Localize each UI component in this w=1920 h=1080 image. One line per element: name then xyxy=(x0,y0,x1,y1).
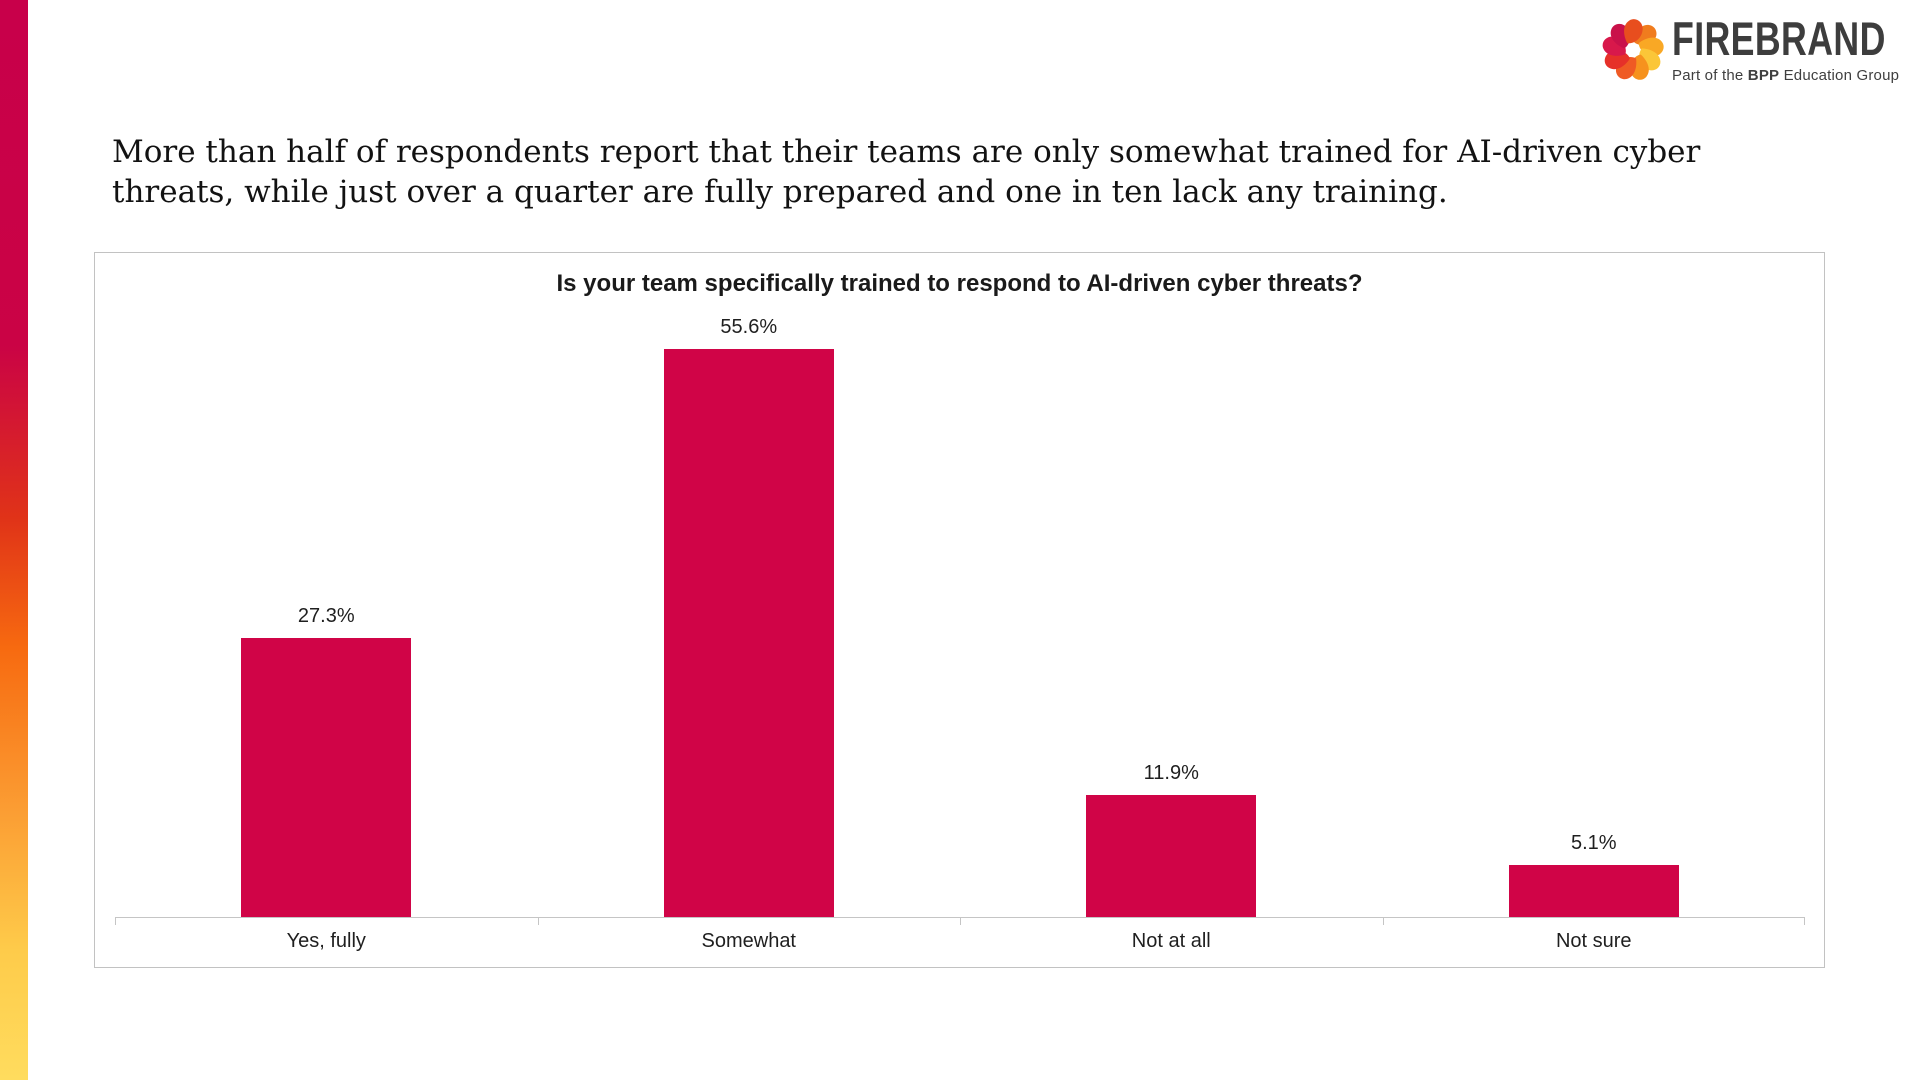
chart-title: Is your team specifically trained to res… xyxy=(556,270,1363,297)
category-label: Somewhat xyxy=(701,930,797,952)
headline-line2: threats, while just over a quarter are f… xyxy=(112,174,1448,210)
logo-wordmark: FIREBRAND xyxy=(1672,12,1886,65)
headline: More than half of respondents report tha… xyxy=(112,132,1832,212)
axis-tick xyxy=(1382,917,1384,925)
bar-not-at-all xyxy=(1086,795,1257,917)
firebrand-swirl-icon xyxy=(1602,19,1664,80)
bar-slot: 5.1% xyxy=(1383,308,1806,917)
plot-area: 27.3% 55.6% 11.9% 5.1% xyxy=(115,308,1806,925)
bar-somewhat xyxy=(663,349,834,917)
bar-slot: 27.3% xyxy=(115,308,538,917)
swirl-petal xyxy=(1624,19,1643,44)
category-label: Not sure xyxy=(1555,930,1632,952)
bar-not-sure xyxy=(1508,864,1679,917)
bar-value-label: 11.9% xyxy=(1143,762,1199,785)
bar-value-label: 55.6% xyxy=(720,316,778,338)
category-axis: Yes, fully Somewhat Not at all Not sure xyxy=(115,919,1805,967)
category-label: Yes, fully xyxy=(286,930,366,952)
axis-tick xyxy=(1804,917,1805,925)
left-gradient-strip xyxy=(0,0,28,1080)
logo-tagline: Part of the BPP Education Group xyxy=(1672,67,1900,84)
axis-tick xyxy=(960,917,961,925)
headline-line1: More than half of respondents report tha… xyxy=(112,134,1701,170)
bar-yes-fully xyxy=(241,638,412,917)
bar-slot: 11.9% xyxy=(960,308,1383,917)
firebrand-logo: FIREBRAND Part of the BPP Education Grou… xyxy=(1601,14,1920,84)
category-label: Not at all xyxy=(1131,930,1211,952)
bar-slot: 55.6% xyxy=(538,308,961,917)
axis-tick xyxy=(537,917,539,925)
logo-text: FIREBRAND Part of the BPP Education Grou… xyxy=(1672,12,1920,85)
bar-value-label: 5.1% xyxy=(1570,831,1617,854)
bar-value-label: 27.3% xyxy=(297,605,355,628)
axis-tick xyxy=(115,917,116,925)
chart-panel: Is your team specifically trained to res… xyxy=(94,252,1825,968)
